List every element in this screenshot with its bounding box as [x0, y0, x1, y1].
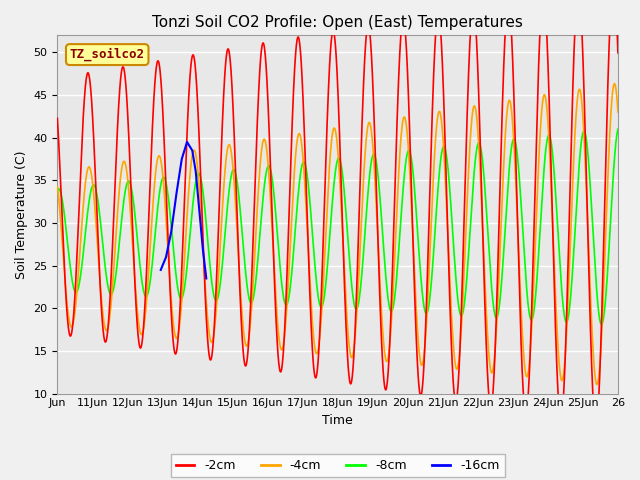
Text: TZ_soilco2: TZ_soilco2	[70, 48, 145, 61]
X-axis label: Time: Time	[323, 414, 353, 427]
Title: Tonzi Soil CO2 Profile: Open (East) Temperatures: Tonzi Soil CO2 Profile: Open (East) Temp…	[152, 15, 523, 30]
Legend: -2cm, -4cm, -8cm, -16cm: -2cm, -4cm, -8cm, -16cm	[171, 454, 505, 477]
Y-axis label: Soil Temperature (C): Soil Temperature (C)	[15, 150, 28, 279]
